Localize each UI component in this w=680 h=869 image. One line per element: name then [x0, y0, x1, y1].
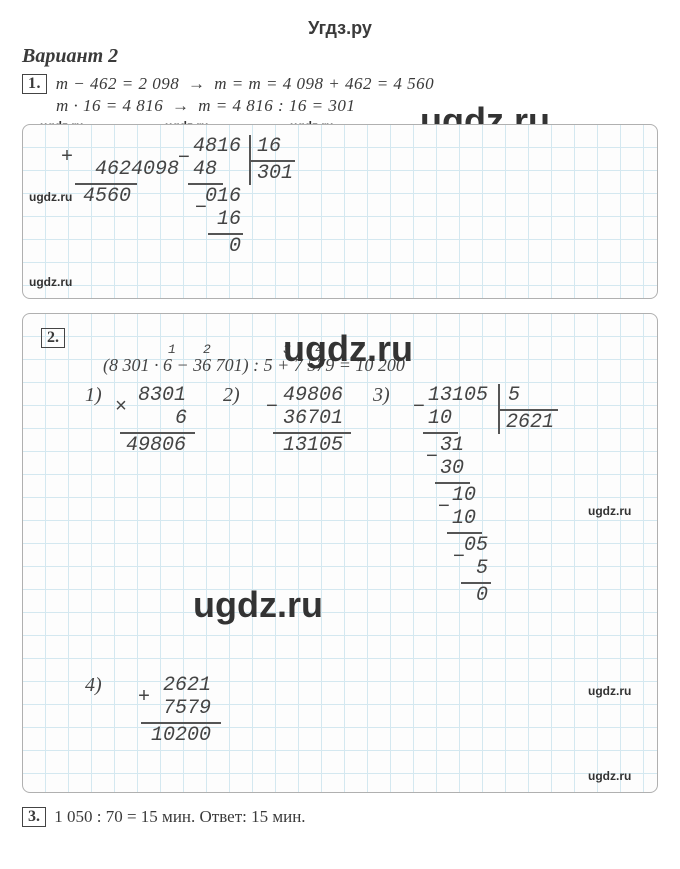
step4-label: 4)	[85, 674, 102, 697]
div1-dividend: 4816	[193, 135, 241, 158]
div2-dividend: 13105	[428, 384, 488, 407]
add2-b: 7579	[163, 697, 211, 720]
div2-quotient: 2621	[506, 411, 554, 434]
div2-s2: 30	[440, 457, 464, 480]
task1-eq2b: m = 4 816 : 16 = 301	[198, 96, 355, 115]
task1-eq1a: m − 462 = 2 098	[56, 74, 179, 93]
sub1-b: 36701	[283, 407, 343, 430]
step1-label: 1)	[85, 384, 102, 407]
div2-s4: 5	[476, 557, 488, 580]
plus-icon: +	[61, 146, 73, 169]
div2-s3: 10	[452, 507, 476, 530]
add1-b: 462	[95, 158, 131, 181]
task1-eq2a: m · 16 = 4 816	[56, 96, 163, 115]
div2-r3: 05	[464, 534, 488, 557]
mul1-b: 6	[175, 407, 187, 430]
sub1-a: 49806	[283, 384, 343, 407]
watermark: ugdz.ru	[588, 504, 631, 518]
div2-r1: 31	[440, 434, 464, 457]
div1-quotient: 301	[257, 162, 293, 185]
step3-label: 3)	[373, 384, 390, 407]
minus-icon: −	[426, 446, 438, 469]
sub1-r: 13105	[283, 434, 343, 457]
div1-s1: 48	[193, 158, 217, 181]
mul1-a: 8301	[138, 384, 186, 407]
watermark: ugdz.ru	[29, 190, 72, 204]
watermark: ugdz.ru	[588, 684, 631, 698]
minus-icon: −	[453, 546, 465, 569]
task3-text: 1 050 : 70 = 15 мин. Ответ: 15 мин.	[54, 807, 305, 826]
plus-icon: +	[138, 686, 150, 709]
task1-line1: 1. m − 462 = 2 098 → m = m = 4 098 + 462…	[22, 74, 658, 94]
add2-a: 2621	[163, 674, 211, 697]
div1-s2: 16	[217, 208, 241, 231]
order-3: 3	[283, 338, 291, 361]
arrow-icon: →	[172, 96, 190, 115]
variant-title: Вариант 2	[22, 45, 658, 68]
grid-box-1: 4098 + 462 4560 4816 16 301 − 48 016 − 1…	[22, 124, 658, 299]
minus-icon: −	[195, 197, 207, 220]
watermark: ugdz.ru	[29, 275, 72, 289]
task2-expression: (8 301 · 6 − 36 701) : 5 + 7 579 = 10 20…	[103, 354, 405, 377]
order-2: 2	[203, 338, 211, 361]
task1-eq1b: m = m = 4 098 + 462 = 4 560	[214, 74, 434, 93]
order-1: 1	[168, 338, 176, 361]
times-icon: ×	[115, 396, 127, 419]
step2-label: 2)	[223, 384, 240, 407]
add1-r: 4560	[83, 185, 131, 208]
mul1-r: 49806	[126, 434, 186, 457]
minus-icon: −	[266, 396, 278, 419]
add1-a: 4098	[131, 158, 179, 181]
div2-r2: 10	[452, 484, 476, 507]
minus-icon: −	[178, 147, 190, 170]
div1-r1: 016	[205, 185, 241, 208]
site-header: Угдз.ру	[22, 18, 658, 39]
div2-r4: 0	[476, 584, 488, 607]
watermark-big: ugdz.ru	[193, 584, 323, 626]
div1-divisor: 16	[257, 135, 281, 158]
task1-line2: m · 16 = 4 816 → m = 4 816 : 16 = 301	[56, 96, 658, 116]
div1-r2: 0	[229, 235, 241, 258]
minus-icon: −	[438, 496, 450, 519]
task3-line: 3. 1 050 : 70 = 15 мин. Ответ: 15 мин.	[22, 807, 658, 827]
div2-divisor: 5	[508, 384, 520, 407]
grid-box-2: 2. (8 301 · 6 − 36 701) : 5 + 7 579 = 10…	[22, 313, 658, 793]
order-4: 4	[315, 338, 323, 361]
minus-icon: −	[413, 396, 425, 419]
div2-s1: 10	[428, 407, 452, 430]
task3-number: 3.	[22, 807, 46, 827]
watermark: ugdz.ru	[588, 769, 631, 783]
arrow-icon: →	[188, 74, 206, 93]
task1-number: 1.	[22, 74, 47, 94]
add2-r: 10200	[151, 724, 211, 747]
calc-add1: 4098 +	[83, 135, 179, 227]
task2-number: 2.	[41, 328, 65, 348]
